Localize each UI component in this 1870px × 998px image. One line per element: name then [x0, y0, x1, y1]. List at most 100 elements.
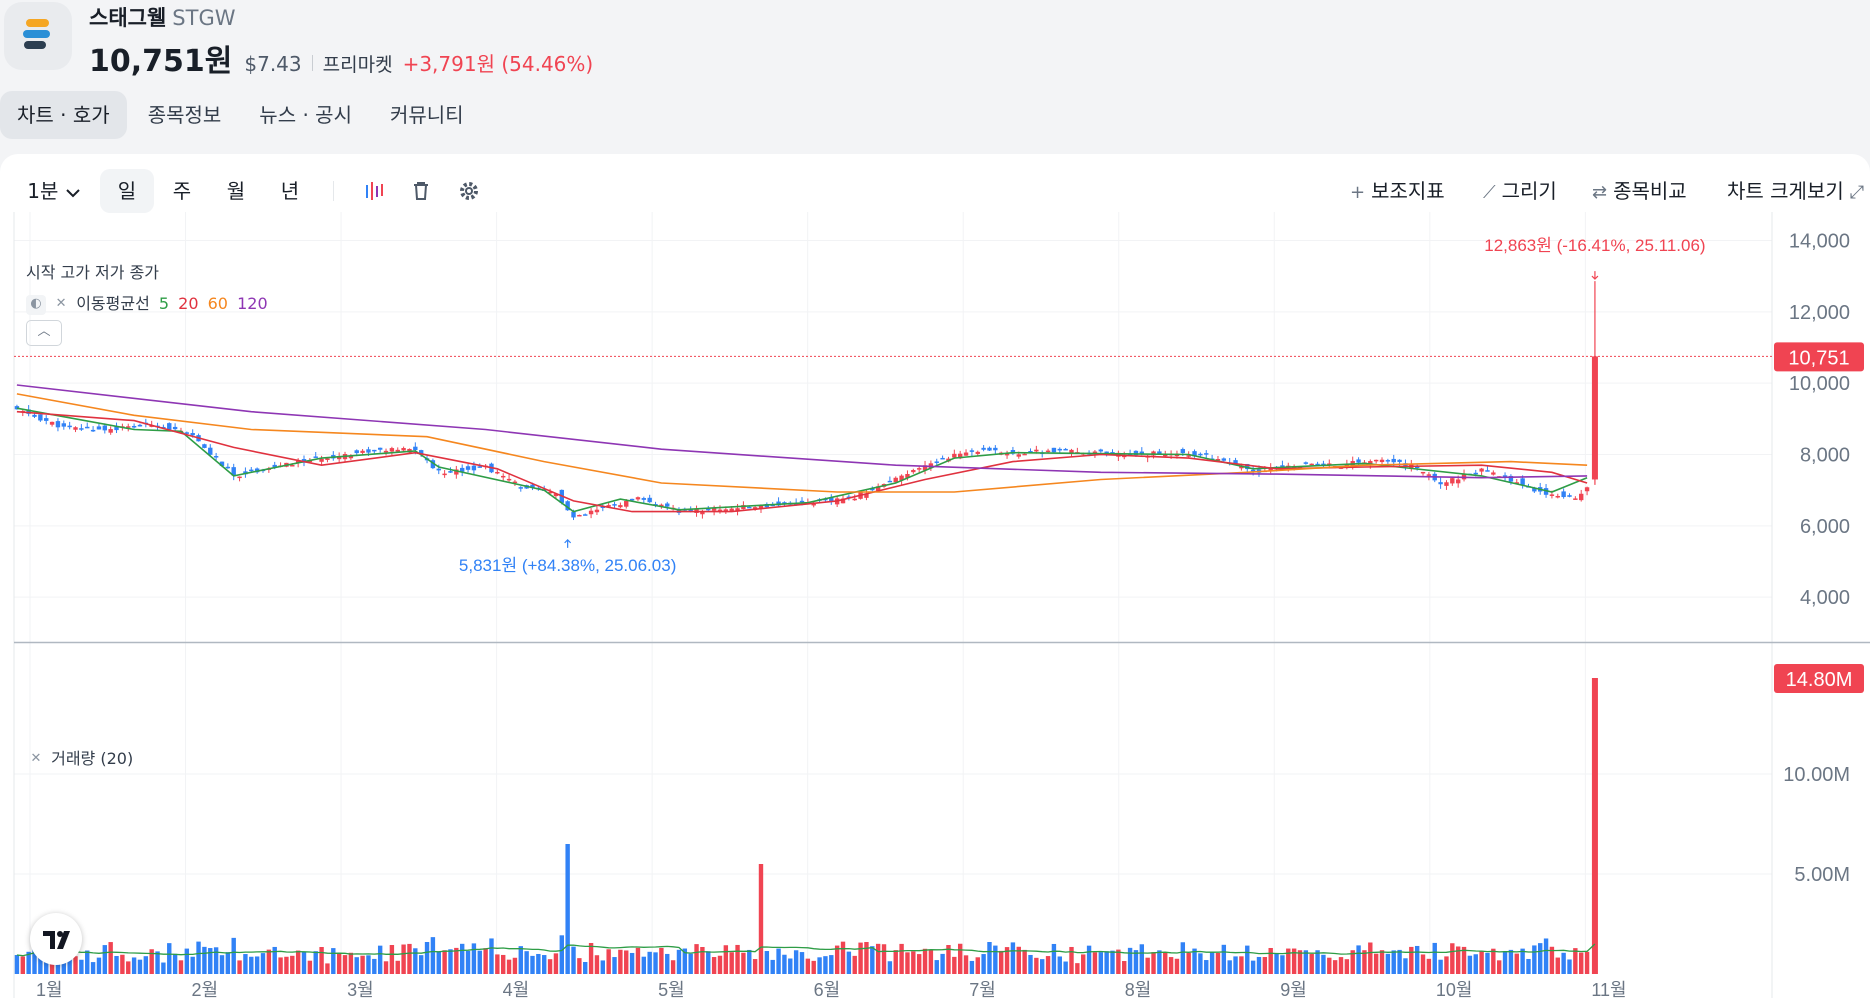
candle [1479, 468, 1484, 472]
candle [1139, 451, 1145, 455]
candle [131, 425, 137, 428]
interval-select[interactable]: 1분 [22, 169, 86, 213]
volume-bar [1209, 951, 1215, 974]
draw-button[interactable]: ⟋ 그리기 [1483, 179, 1557, 203]
volume-bar [313, 951, 318, 974]
volume-bar [1186, 952, 1191, 974]
close-icon[interactable]: ✕ [55, 295, 67, 311]
chart-toolbar: 1분 일 주 월 년 + 보조지표 ⟋ 그리기 ⇄ 종목비교 차트 크게보기 ⤢ [0, 154, 1870, 228]
usd-price: $7.43 [244, 52, 302, 76]
collapse-legend-button[interactable]: ︿ [26, 320, 62, 346]
volume-bar [1028, 954, 1033, 974]
candle [1280, 465, 1285, 467]
candle [454, 469, 459, 475]
volume-bar [249, 956, 254, 974]
indicators-button[interactable]: + 보조지표 [1350, 179, 1445, 203]
tab-community[interactable]: 커뮤니티 [389, 103, 464, 127]
x-tick-label: 4월 [503, 980, 530, 998]
volume-bar [225, 952, 231, 974]
candle [1110, 452, 1115, 454]
volume-bar [1426, 958, 1432, 974]
period-year[interactable]: 년 [280, 179, 300, 203]
candle [1573, 498, 1578, 500]
candle [1022, 453, 1027, 456]
candle [418, 450, 424, 455]
volume-bar [858, 942, 863, 974]
volume-bar [1473, 954, 1478, 974]
volume-bar [442, 950, 447, 974]
trash-icon[interactable] [406, 176, 436, 206]
price-chart[interactable]: 4,000 6,000 8,000 10,000 12,000 14,000 5.00M 10… [0, 154, 1870, 998]
price-tick-label: 8,000 [1800, 445, 1850, 467]
candle [606, 505, 611, 507]
volume-bar [1215, 952, 1221, 974]
period-month[interactable]: 월 [226, 179, 246, 203]
candle [1215, 459, 1221, 461]
candle [1532, 488, 1537, 492]
pencil-icon: ⟋ [1483, 182, 1496, 203]
tab-news[interactable]: 뉴스 · 공시 [259, 103, 352, 127]
candle [905, 474, 910, 478]
volume-bar [536, 953, 541, 974]
expand-button[interactable]: 차트 크게보기 ⤢ [1727, 179, 1865, 203]
volume-bar [659, 947, 664, 974]
volume-bar [577, 958, 582, 974]
period-week[interactable]: 주 [172, 179, 192, 203]
close-icon[interactable]: ✕ [30, 750, 42, 766]
candle [1303, 462, 1309, 464]
volume-bar [963, 955, 969, 974]
candle [1180, 449, 1186, 454]
candle [1327, 463, 1332, 465]
volume-bar [700, 946, 705, 974]
plus-icon: + [1350, 182, 1366, 203]
gear-icon[interactable] [454, 176, 484, 206]
volume-bar [1502, 951, 1508, 974]
candle [565, 501, 570, 511]
volume-bar [307, 960, 313, 974]
candle [934, 461, 939, 463]
volume-bar [377, 945, 383, 974]
volume-legend-label: 거래량 (20) [51, 749, 134, 768]
ma120-line [16, 384, 1588, 479]
volume-tick-label: 10.00M [1783, 764, 1850, 786]
ma20-label: 20 [178, 294, 199, 313]
candle [448, 471, 453, 473]
candle-type-icon[interactable] [359, 176, 389, 206]
volume-bar [993, 945, 998, 974]
volume-bar [266, 949, 272, 974]
volume-bar [1280, 955, 1285, 974]
candle [852, 498, 857, 501]
volume-bar [788, 958, 793, 974]
tab-chart[interactable]: 차트 · 호가 [0, 91, 127, 139]
current-volume-label: 14.80M [1786, 669, 1853, 691]
candle [1508, 475, 1514, 482]
volume-bar [653, 952, 658, 974]
volume-bar [1092, 952, 1098, 974]
tradingview-logo[interactable] [30, 913, 82, 965]
visibility-icon[interactable]: ◐ [26, 294, 46, 315]
candle [290, 465, 295, 467]
compare-button[interactable]: ⇄ 종목비교 [1592, 179, 1687, 203]
candle [1356, 459, 1361, 463]
volume-bar [360, 955, 365, 974]
volume-bar [1303, 950, 1309, 974]
volume-bar [899, 943, 904, 974]
volume-bar [184, 948, 190, 974]
volume-bar [758, 864, 764, 974]
candle [629, 498, 635, 501]
period-day[interactable]: 일 [100, 169, 154, 213]
volume-bar [870, 946, 875, 974]
stock-header: 스태그웰 STGW 10,751원 $7.43 프리마켓 +3,791원 (54.… [0, 0, 1870, 90]
candle [190, 433, 195, 436]
x-tick-label: 7월 [969, 980, 996, 998]
candle [993, 447, 998, 451]
current-price-tag [1774, 342, 1864, 372]
volume-bar [1233, 956, 1238, 974]
candle [706, 508, 711, 511]
candle [32, 414, 37, 417]
volume-bar [606, 949, 611, 974]
volume-bar [852, 955, 857, 974]
volume-bar [126, 961, 131, 974]
volume-bar [893, 950, 898, 974]
tab-info[interactable]: 종목정보 [147, 103, 222, 127]
